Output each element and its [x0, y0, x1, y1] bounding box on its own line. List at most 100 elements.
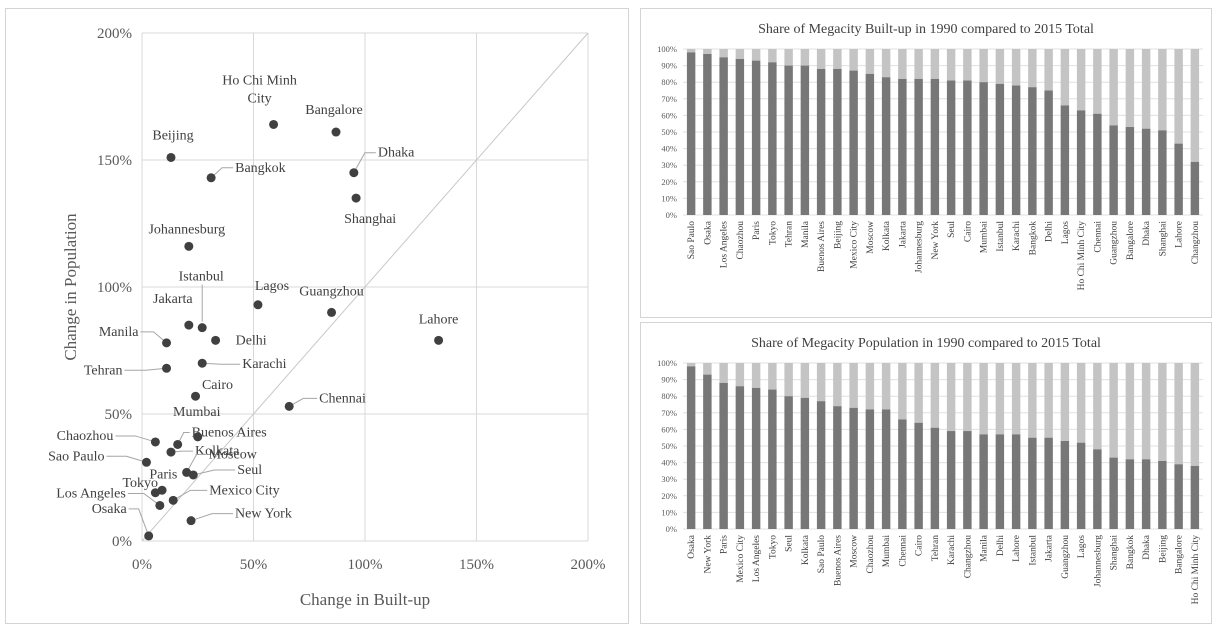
- point-label-beijing: Beijing: [152, 128, 193, 143]
- bar-remainder-karachi: [946, 363, 956, 432]
- data-point-bangalore: [331, 127, 341, 137]
- y-tick-label: 20%: [661, 491, 677, 501]
- bar-share-1990-cairo: [963, 80, 972, 215]
- bar-share-1990-chennai: [1093, 113, 1102, 215]
- x-tick-label: Buenos Aires: [833, 535, 843, 586]
- y-tick-label: 50%: [105, 407, 133, 423]
- point-group-los-angeles: Los Angeles: [56, 486, 165, 510]
- bar-share-1990-moscow: [865, 73, 875, 216]
- bar-share-1990-lagos: [1060, 105, 1070, 215]
- bar-remainder-cairo: [963, 49, 972, 81]
- point-label-lahore: Lahore: [419, 312, 459, 327]
- x-tick-label: Buenos Aires: [817, 221, 827, 272]
- bar-share-1990-dhaka: [1141, 128, 1151, 215]
- bar-remainder-beijing: [1158, 363, 1167, 461]
- y-tick-label: 80%: [661, 391, 677, 401]
- bar-share-1990-dhaka: [1141, 459, 1151, 529]
- bar-share-1990-manila: [800, 65, 810, 215]
- x-tick-label: Karachi: [1012, 221, 1022, 251]
- x-tick-label: Jakarta: [898, 220, 908, 248]
- point-group-lagos: Lagos: [253, 279, 289, 310]
- bar-remainder-seul: [784, 363, 793, 397]
- label-leader-line: [140, 331, 167, 344]
- point-label-tehran: Tehran: [84, 363, 123, 378]
- y-tick-label: 50%: [661, 127, 677, 137]
- bar-remainder-osaka: [686, 363, 696, 367]
- bar-share-1990-jakarta: [1044, 437, 1053, 529]
- x-tick-label: Lagos: [1061, 221, 1071, 245]
- point-group-chennai: Chennai: [284, 391, 366, 411]
- bar-remainder-manila: [979, 363, 988, 435]
- bar-share-1990-manila: [979, 434, 988, 529]
- bar-share-1990-new-york: [930, 78, 940, 215]
- x-tick-label: Lahore: [1175, 221, 1185, 248]
- bar-share-1990-chennai: [898, 419, 907, 529]
- point-group-buenos-aires: Buenos Aires: [173, 425, 267, 449]
- x-tick-label: Osaka: [687, 534, 697, 559]
- bar-share-1990-lagos: [1076, 442, 1086, 529]
- point-label-seul: Seul: [237, 463, 262, 478]
- y-axis-title: Change in Population: [61, 213, 80, 361]
- x-tick-label: Tokyo: [768, 221, 778, 245]
- x-tick-label: Bangkok: [1126, 535, 1136, 570]
- diagonal-reference-line: [141, 32, 589, 542]
- x-tick-label: 100%: [348, 557, 383, 573]
- bar-remainder-bangalore: [1125, 49, 1135, 128]
- bar-remainder-los-angeles: [719, 49, 728, 58]
- label-leader-line: [353, 152, 376, 173]
- bar-remainder-istanbul: [995, 49, 1005, 84]
- bar-share-1990-johannesburg: [1093, 449, 1102, 529]
- x-tick-label: Moscow: [866, 221, 876, 254]
- point-group-jakarta: Jakarta: [153, 292, 193, 330]
- bar-remainder-shanghai: [1158, 49, 1167, 131]
- data-point-kolkata: [166, 447, 176, 457]
- bar-remainder-jakarta: [1044, 363, 1053, 438]
- scatter-chart-panel: 0% 0% 50% 50% 100% 100% 150% 150% 200% 200% Change…: [5, 8, 629, 624]
- bar-share-1990-paris: [751, 60, 761, 216]
- point-label-istanbul: Istanbul: [179, 270, 224, 285]
- point-group-lahore: Lahore: [419, 312, 459, 345]
- bar-remainder-chennai: [898, 363, 907, 420]
- bar-share-1990-guangzhou: [1060, 441, 1070, 529]
- point-label-mumbai: Mumbai: [173, 405, 221, 420]
- bar-remainder-dhaka: [1141, 363, 1151, 460]
- bar-share-1990-jakarta: [898, 78, 907, 215]
- x-tick-label: Tehran: [931, 535, 941, 561]
- bar-share-1990-karachi: [1011, 85, 1021, 216]
- bar-remainder-kolkata: [800, 363, 810, 398]
- bar-remainder-kolkata: [881, 49, 891, 78]
- bar-share-1990-tehran: [930, 427, 940, 529]
- x-tick-label: 150%: [459, 557, 494, 573]
- scatter-chart: 0%0% 50% 50% 100% 100% 150% 150% 200% 200% Change…: [48, 26, 605, 609]
- bar-share-1990-delhi: [1044, 90, 1053, 215]
- bar-remainder-tehran: [930, 363, 940, 428]
- point-label-los-angeles: Los Angeles: [56, 486, 126, 501]
- y-tick-label: 150%: [97, 153, 132, 169]
- bar-remainder-bangkok: [1125, 363, 1135, 460]
- bar-remainder-los-angeles: [751, 363, 761, 388]
- x-tick-label: Istanbul: [996, 221, 1006, 252]
- data-point-lagos: [253, 300, 263, 310]
- bar-remainder-johannesburg: [1093, 363, 1102, 450]
- data-point-istanbul: [197, 323, 207, 333]
- bar-remainder-moscow: [865, 49, 875, 74]
- x-axis-title: Change in Built-up: [300, 590, 430, 609]
- bar-remainder-changzhou: [1190, 49, 1200, 162]
- bar-remainder-dhaka: [1141, 49, 1151, 129]
- y-tick-label: 0%: [112, 534, 132, 550]
- bar-share-1990-changzhou: [1190, 161, 1200, 215]
- data-point-buenos-aires: [173, 439, 183, 449]
- point-group-new-york: New York: [186, 507, 292, 526]
- point-group-paris: Paris: [149, 468, 177, 498]
- bar-remainder-ho-chi-minh-city: [1076, 49, 1086, 111]
- x-tick-label: Moscow: [850, 535, 860, 568]
- x-tick-label: Dhaka: [1142, 534, 1152, 560]
- bar-remainder-johannesburg: [914, 49, 923, 79]
- label-leader-line: [190, 513, 234, 522]
- data-point-cairo: [191, 391, 201, 401]
- data-point-lahore: [434, 335, 444, 345]
- bar-remainder-seul: [946, 49, 956, 81]
- bar-remainder-guangzhou: [1060, 363, 1070, 442]
- data-point-delhi: [211, 335, 221, 345]
- bar-remainder-lagos: [1076, 363, 1086, 443]
